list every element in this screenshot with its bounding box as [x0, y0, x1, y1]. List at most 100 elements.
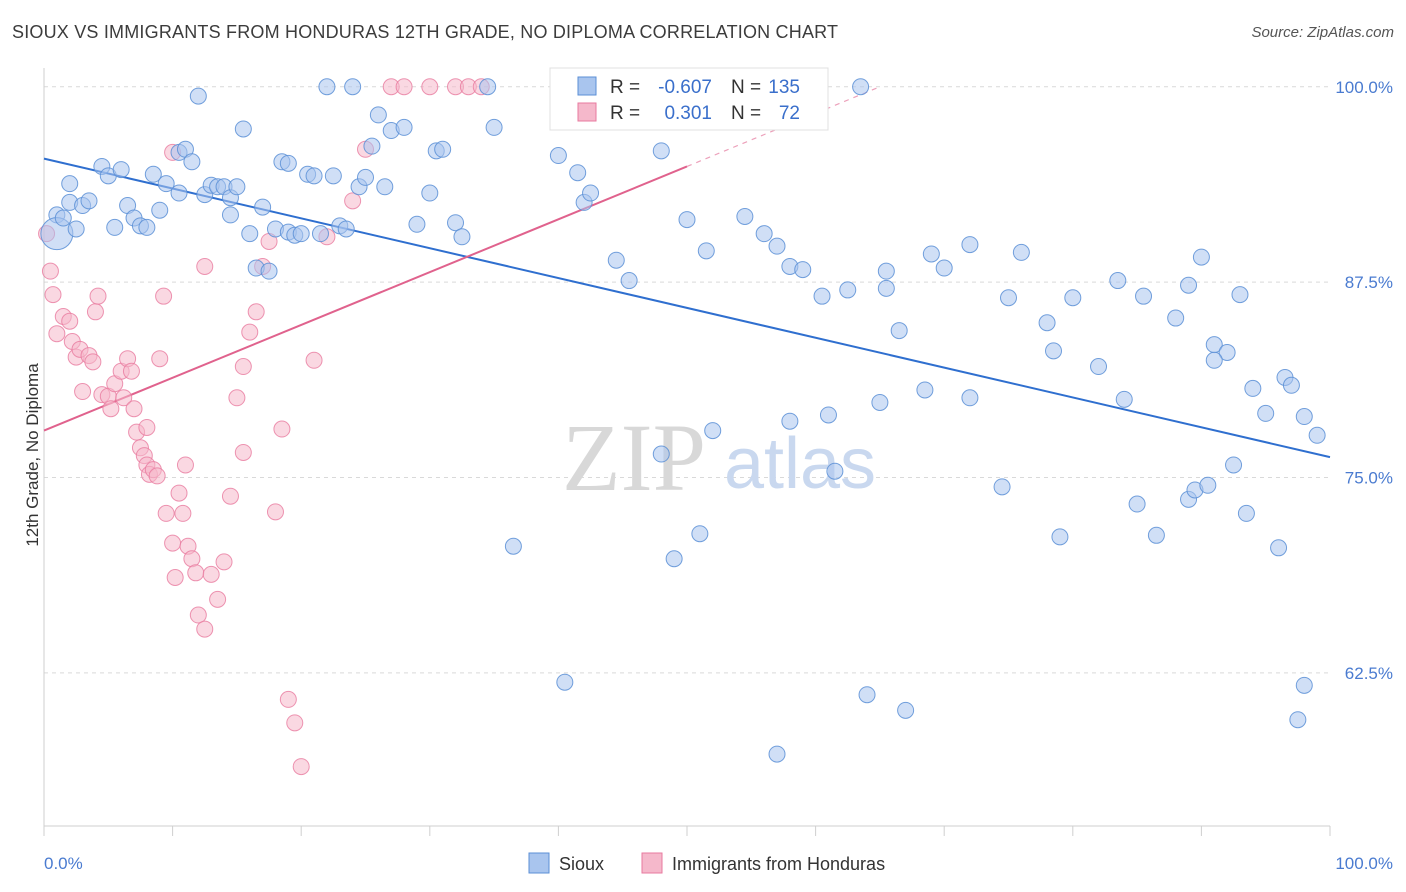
sioux-point: [736, 207, 754, 225]
sioux-point: [1205, 351, 1223, 369]
sioux-point: [421, 184, 439, 202]
sioux-point: [1257, 404, 1275, 422]
honduras-point: [215, 553, 233, 571]
sioux-point: [434, 140, 452, 158]
honduras-point: [187, 564, 205, 582]
honduras-point: [228, 389, 246, 407]
sioux-point: [755, 225, 773, 243]
sioux-point: [1295, 408, 1313, 426]
honduras-point: [421, 78, 439, 96]
honduras-point: [48, 325, 66, 343]
sioux-point: [138, 218, 156, 236]
sioux-point: [504, 537, 522, 555]
honduras-point: [292, 758, 310, 776]
honduras-point: [196, 257, 214, 275]
sioux-point: [768, 237, 786, 255]
legend-r-label-sioux: R =: [610, 77, 640, 98]
legend-n-value-honduras: 72: [779, 103, 800, 124]
sioux-point: [279, 154, 297, 172]
sioux-point: [376, 178, 394, 196]
sioux-point: [826, 462, 844, 480]
gridlines: [44, 86, 1330, 674]
sioux-point: [652, 445, 670, 463]
sioux-point: [922, 245, 940, 263]
sioux-point: [781, 412, 799, 430]
honduras-point: [286, 714, 304, 732]
sioux-point: [890, 322, 908, 340]
source-label: Source: ZipAtlas.com: [1251, 24, 1394, 41]
bottom-legend-swatch-honduras: [641, 852, 663, 874]
honduras-point: [174, 504, 192, 522]
sioux-point: [961, 389, 979, 407]
sioux-point: [569, 164, 587, 182]
honduras-point: [196, 620, 214, 638]
tick-labels: 100.0% 87.5% 75.0% 62.5% 0.0% 100.0%: [44, 78, 1393, 873]
sioux-point: [344, 78, 362, 96]
y-tick-label: 100.0%: [1335, 78, 1393, 97]
sioux-point: [819, 406, 837, 424]
sioux-point: [1147, 526, 1165, 544]
honduras-point: [164, 534, 182, 552]
sioux-point: [877, 279, 895, 297]
sioux-point: [607, 251, 625, 269]
legend-n-label-honduras: N =: [731, 103, 761, 124]
honduras-point: [344, 192, 362, 210]
sioux-point: [961, 236, 979, 254]
honduras-point: [395, 78, 413, 96]
honduras-points: [38, 78, 490, 776]
sioux-point: [1295, 676, 1313, 694]
chart-title: SIOUX VS IMMIGRANTS FROM HONDURAS 12TH G…: [12, 22, 839, 42]
x-tick-label: 100.0%: [1335, 854, 1393, 873]
honduras-point: [89, 287, 107, 305]
sioux-point: [144, 165, 162, 183]
honduras-point: [183, 550, 201, 568]
legend-swatch-honduras: [577, 102, 597, 122]
honduras-point: [247, 303, 265, 321]
legend-r-label-honduras: R =: [610, 103, 640, 124]
honduras-point: [234, 358, 252, 376]
sioux-point: [254, 198, 272, 216]
sioux-point: [1244, 379, 1262, 397]
sioux-point: [305, 167, 323, 185]
sioux-point: [1308, 426, 1326, 444]
honduras-point: [155, 287, 173, 305]
watermark-zip: ZIP: [562, 404, 706, 511]
sioux-point: [871, 393, 889, 411]
y-tick-label: 62.5%: [1345, 664, 1393, 683]
honduras-point: [170, 484, 188, 502]
sioux-point: [337, 220, 355, 238]
legend-n-label-sioux: N =: [731, 77, 761, 98]
sioux-point: [1064, 289, 1082, 307]
sioux-point: [183, 153, 201, 171]
sioux-point: [157, 175, 175, 193]
sioux-point: [897, 701, 915, 719]
sioux-point: [1199, 476, 1217, 494]
honduras-point: [138, 418, 156, 436]
honduras-point: [157, 504, 175, 522]
honduras-point: [279, 690, 297, 708]
sioux-point: [241, 225, 259, 243]
sioux-point: [447, 214, 465, 232]
honduras-point: [74, 383, 92, 401]
sioux-point: [54, 209, 72, 227]
sioux-point: [221, 206, 239, 224]
sioux-point: [357, 168, 374, 186]
honduras-point: [305, 351, 323, 369]
sioux-point: [678, 211, 696, 229]
sioux-point: [1237, 504, 1255, 522]
sioux-point: [1231, 286, 1249, 304]
honduras-point: [122, 362, 140, 380]
sioux-point: [234, 120, 252, 138]
honduras-point: [176, 456, 194, 474]
sioux-point: [1167, 309, 1185, 327]
honduras-point: [44, 286, 62, 304]
honduras-point: [266, 503, 284, 521]
sioux-point: [106, 218, 124, 236]
sioux-point: [1192, 248, 1210, 266]
watermark: ZIP atlas: [562, 404, 876, 511]
watermark-atlas: atlas: [724, 424, 876, 504]
sioux-point: [916, 381, 934, 399]
sioux-point: [453, 228, 471, 246]
legend-box: R = -0.607 N = 135 R = 0.301 N = 72: [549, 67, 829, 131]
